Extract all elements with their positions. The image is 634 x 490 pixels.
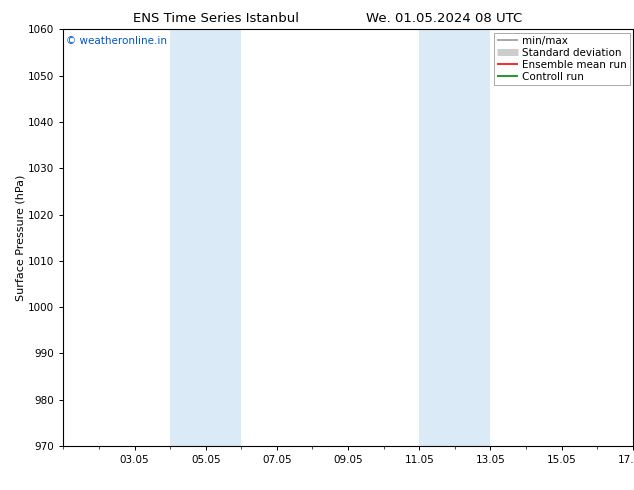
Bar — [419, 29, 490, 446]
Text: © weatheronline.in: © weatheronline.in — [66, 36, 167, 46]
Legend: min/max, Standard deviation, Ensemble mean run, Controll run: min/max, Standard deviation, Ensemble me… — [494, 32, 630, 85]
Text: ENS Time Series Istanbul: ENS Time Series Istanbul — [133, 12, 299, 25]
Bar — [170, 29, 242, 446]
Text: We. 01.05.2024 08 UTC: We. 01.05.2024 08 UTC — [366, 12, 522, 25]
Title: ENS Time Series Istanbul    We. 01.05.2024 08 UTC: ENS Time Series Istanbul We. 01.05.2024 … — [0, 489, 1, 490]
Y-axis label: Surface Pressure (hPa): Surface Pressure (hPa) — [15, 174, 25, 301]
